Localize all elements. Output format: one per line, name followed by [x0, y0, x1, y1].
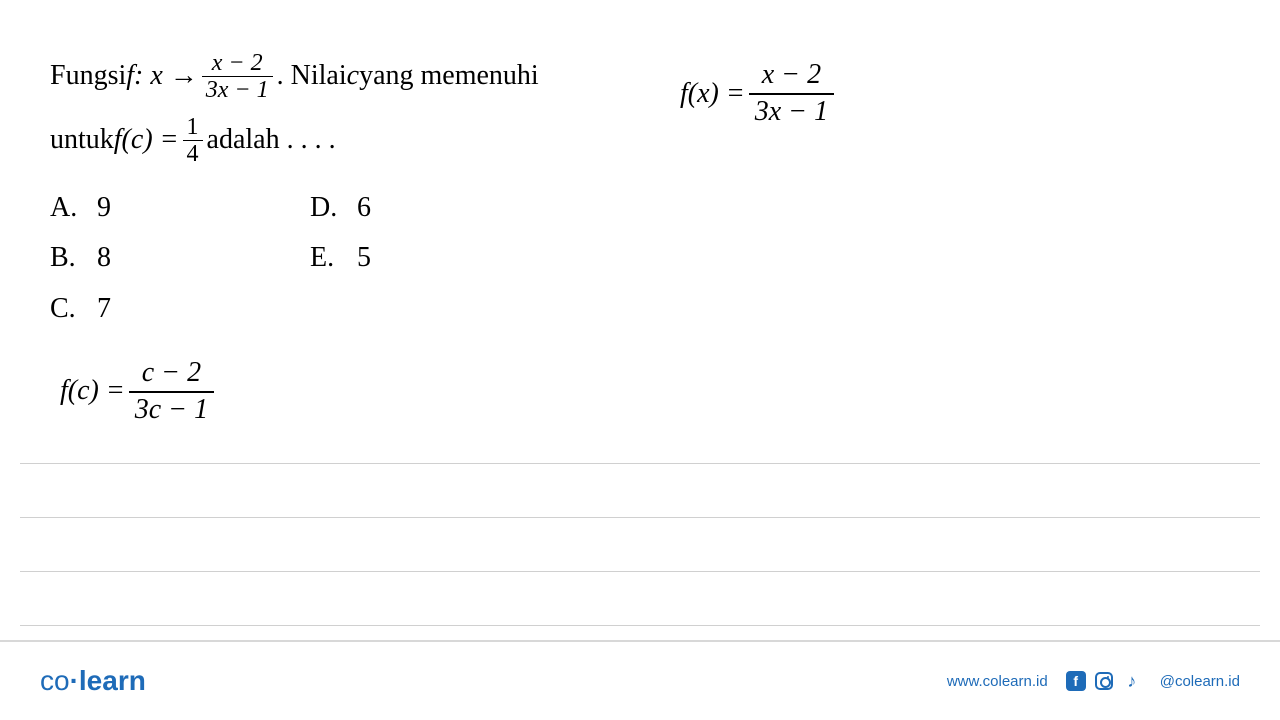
hw-fc-lhs: f(c) = [60, 369, 125, 414]
frac-den-2: 4 [183, 140, 203, 167]
handwritten-work-fx: f(x) = x − 2 3x − 1 [650, 50, 1230, 128]
options-col-1: A. 9 B. 8 C. 7 [50, 186, 310, 338]
ruled-lines [20, 410, 1260, 626]
hw-fx-den: 3x − 1 [749, 93, 834, 128]
instagram-icon [1094, 671, 1114, 691]
option-d-value: 6 [357, 192, 371, 223]
option-c-value: 7 [97, 293, 111, 324]
answer-options: A. 9 B. 8 C. 7 D. 6 [50, 186, 650, 338]
logo-learn: learn [79, 665, 146, 696]
option-b-label: B. [50, 236, 90, 281]
option-c: C. 7 [50, 287, 310, 332]
text-memenuhi: yang memenuhi [359, 54, 539, 99]
question-row: Fungsi f: x → x − 2 3x − 1 . Nilai c yan… [50, 50, 1230, 426]
question-line-1: Fungsi f: x → x − 2 3x − 1 . Nilai c yan… [50, 50, 650, 104]
logo: co·learn [40, 665, 146, 697]
main-content: Fungsi f: x → x − 2 3x − 1 . Nilai c yan… [0, 0, 1280, 426]
text-nilai: . Nilai [277, 54, 347, 99]
social-icons: f ♪ [1066, 671, 1142, 691]
option-a: A. 9 [50, 186, 310, 231]
frac-den: 3x − 1 [202, 76, 273, 103]
frac-num-2: 1 [183, 114, 203, 140]
option-e: E. 5 [310, 236, 570, 281]
options-col-2: D. 6 E. 5 [310, 186, 570, 338]
tiktok-icon: ♪ [1122, 671, 1142, 691]
fraction-quarter: 1 4 [183, 114, 203, 168]
logo-co: co [40, 665, 70, 696]
logo-dot: · [70, 665, 79, 696]
option-e-value: 5 [357, 242, 371, 273]
footer: co·learn www.colearn.id f ♪ @colearn.id [0, 640, 1280, 720]
fraction-def: x − 2 3x − 1 [202, 50, 273, 104]
text-adalah: adalah . . . . [207, 118, 336, 163]
hw-fx-num: x − 2 [756, 60, 827, 93]
footer-right: www.colearn.id f ♪ @colearn.id [947, 671, 1240, 691]
option-c-label: C. [50, 287, 90, 332]
option-a-label: A. [50, 186, 90, 231]
option-d-label: D. [310, 186, 350, 231]
facebook-icon: f [1066, 671, 1086, 691]
func-def: f: x → [126, 54, 198, 99]
option-b-value: 8 [97, 242, 111, 273]
hw-fx: f(x) = x − 2 3x − 1 [680, 60, 838, 128]
option-e-label: E. [310, 236, 350, 281]
question-line-2: untuk f(c) = 1 4 adalah . . . . [50, 114, 650, 168]
var-c: c [347, 54, 359, 99]
hw-fx-frac: x − 2 3x − 1 [749, 60, 834, 128]
text-untuk: untuk [50, 118, 114, 163]
option-d: D. 6 [310, 186, 570, 231]
ruled-line-3 [20, 518, 1260, 572]
hw-fx-lhs: f(x) = [680, 78, 745, 110]
hw-fc-num: c − 2 [136, 358, 207, 391]
ruled-line-1 [20, 410, 1260, 464]
option-a-value: 9 [97, 192, 111, 223]
ruled-line-4 [20, 572, 1260, 626]
option-b: B. 8 [50, 236, 310, 281]
fc-eq: f(c) = [114, 118, 179, 163]
question-text: Fungsi f: x → x − 2 3x − 1 . Nilai c yan… [50, 50, 650, 426]
footer-handle: @colearn.id [1160, 673, 1240, 690]
footer-url: www.colearn.id [947, 673, 1048, 690]
ruled-line-2 [20, 464, 1260, 518]
text-fungsi: Fungsi [50, 54, 126, 99]
frac-num: x − 2 [208, 50, 267, 76]
